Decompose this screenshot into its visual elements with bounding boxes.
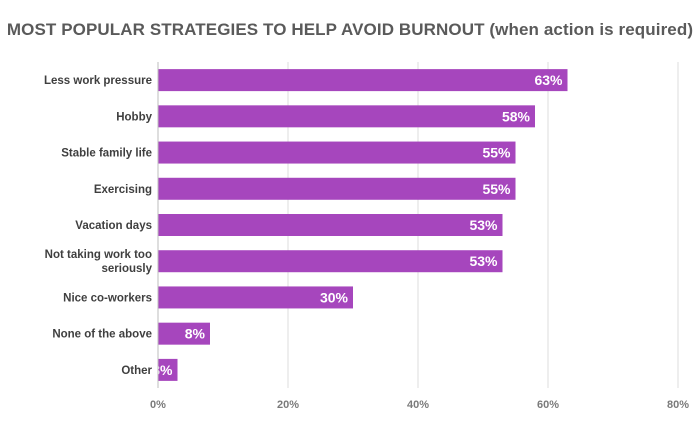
x-tick-label-2: 40% — [407, 399, 429, 411]
bar-4 — [158, 214, 503, 236]
data-label-4: 53% — [469, 217, 498, 233]
data-label-8: 3% — [152, 362, 173, 378]
bar-2 — [158, 141, 516, 164]
bar-0 — [158, 69, 568, 92]
category-label-2: Stable family life — [61, 148, 152, 160]
x-tick-label-3: 60% — [537, 399, 559, 411]
category-label-5-0: Not taking work too — [45, 249, 152, 261]
category-label-0: Less work pressure — [44, 75, 152, 87]
data-label-1: 58% — [502, 108, 531, 124]
category-label-6: Nice co-workers — [63, 292, 152, 304]
category-label-4: Vacation days — [75, 220, 152, 232]
data-label-0: 63% — [534, 72, 563, 88]
data-label-6: 30% — [320, 289, 349, 305]
chart-title: MOST POPULAR STRATEGIES TO HELP AVOID BU… — [6, 20, 694, 39]
bar-8 — [158, 358, 178, 381]
data-label-3: 55% — [482, 181, 511, 197]
data-label-2: 55% — [482, 145, 511, 161]
category-label-8: Other — [121, 365, 152, 377]
bar-6 — [158, 286, 353, 309]
category-label-7: None of the above — [52, 329, 152, 341]
bar-7 — [158, 322, 210, 345]
bar-5 — [158, 250, 503, 273]
category-label-1: Hobby — [116, 111, 152, 123]
x-tick-label-4: 80% — [667, 399, 689, 411]
bar-1 — [158, 105, 535, 128]
x-tick-label-1: 20% — [277, 399, 299, 411]
bar-3 — [158, 177, 516, 200]
data-label-5: 53% — [469, 253, 498, 269]
category-label-3: Exercising — [94, 184, 152, 196]
category-label-5-1: seriously — [102, 263, 153, 275]
x-tick-label-0: 0% — [150, 399, 166, 411]
data-label-7: 8% — [185, 326, 206, 342]
